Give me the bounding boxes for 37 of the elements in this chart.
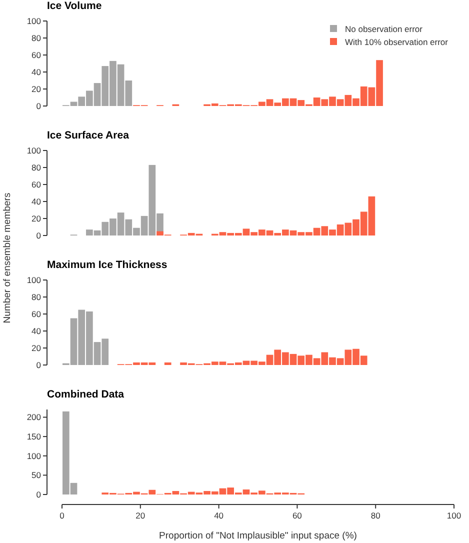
y-tick-label: 80 [32,162,42,172]
x-tick-label: 0 [60,510,65,520]
y-tick-label: 100 [26,145,42,156]
chart-title: Ice Volume [47,0,102,12]
y-tick-label: 60 [32,308,42,319]
chart-title: Ice Surface Area [47,130,130,142]
y-tick-label: 150 [26,432,42,442]
x-tick-label: 40 [214,510,224,520]
y-tick-label: 100 [26,450,42,461]
y-tick-label: 20 [32,213,42,224]
y-tick-label: 50 [32,470,42,480]
chart-title: Combined Data [47,388,124,400]
y-tick-label: 40 [32,66,42,77]
y-tick-label: 40 [32,196,42,206]
y-tick-label: 60 [32,179,42,190]
legend-label: No observation error [345,24,423,34]
y-tick-label: 200 [26,412,42,422]
y-tick-label: 80 [32,32,42,43]
legend-label: With 10% observation error [345,36,448,47]
chart-title: Maximum Ice Thickness [47,259,168,271]
x-tick-label: 20 [136,510,146,520]
y-axis-title: Number of ensemble members [2,192,13,324]
y-tick-label: 60 [32,50,42,60]
x-axis-title: Proportion of "Not Implausible" input space (%) [159,530,357,542]
x-tick-label: 80 [370,510,381,520]
y-tick-label: 20 [32,342,42,353]
y-tick-label: 0 [36,360,42,370]
y-tick-label: 100 [26,16,42,26]
y-tick-label: 0 [36,489,42,500]
y-tick-label: 80 [32,292,42,302]
y-tick-label: 40 [32,326,42,336]
y-tick-label: 0 [36,100,42,111]
x-tick-label: 100 [446,510,462,520]
x-tick-label: 60 [292,510,302,520]
y-tick-label: 20 [32,84,42,94]
y-tick-label: 100 [26,274,42,285]
y-tick-label: 0 [36,230,42,240]
